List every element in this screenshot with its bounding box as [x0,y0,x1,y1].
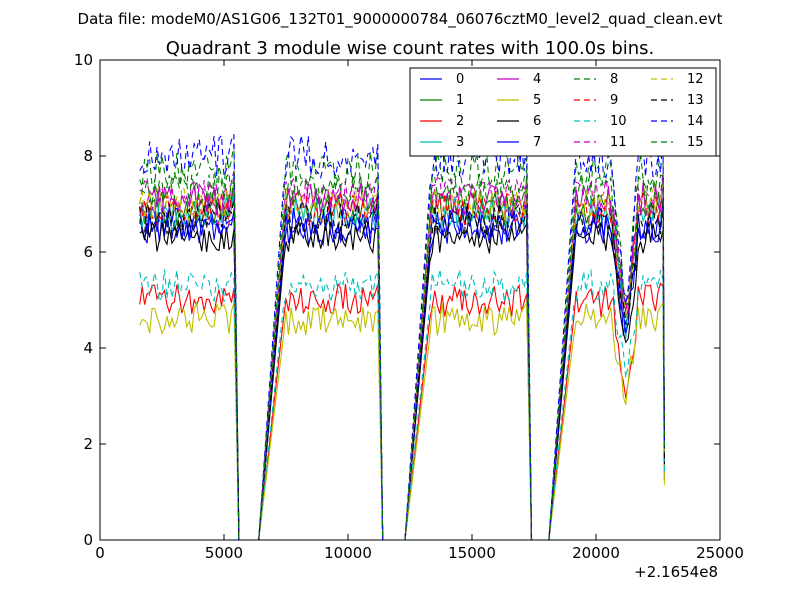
y-tick-label: 4 [83,339,93,357]
series-line-11 [139,171,665,540]
series-line-6 [139,220,665,540]
data-file-title: Data file: modeM0/AS1G06_132T01_90000007… [78,10,723,29]
series-line-5 [139,300,665,540]
legend-label-3: 3 [456,135,464,150]
y-tick-label: 0 [83,531,93,549]
x-tick-label: 15000 [448,544,496,562]
legend-label-2: 2 [456,114,464,129]
y-tick-label: 10 [74,51,93,69]
legend-label-12: 12 [687,72,704,87]
series-line-15 [139,169,665,540]
x-tick-label: 10000 [324,544,372,562]
legend-label-10: 10 [610,114,627,129]
legend-label-9: 9 [610,93,618,108]
series-line-4 [139,174,665,540]
legend-label-8: 8 [610,72,618,87]
y-tick-label: 8 [83,147,93,165]
legend-label-13: 13 [687,93,704,108]
x-tick-label: 0 [95,544,105,562]
y-tick-label: 6 [83,243,93,261]
legend-label-15: 15 [687,135,704,150]
x-tick-label: 5000 [205,544,243,562]
series-line-9 [139,189,665,540]
x-tick-label: 20000 [572,544,620,562]
legend-label-11: 11 [610,135,627,150]
legend-label-5: 5 [533,93,541,108]
series-line-2 [139,282,665,540]
legend-label-0: 0 [456,72,464,87]
x-axis-offset-label: +2.1654e8 [634,563,718,581]
y-tick-label: 2 [83,435,93,453]
legend-label-1: 1 [456,93,464,108]
x-tick-label: 25000 [696,544,744,562]
legend-label-14: 14 [687,114,704,129]
plot-frame [99,59,721,541]
series-layer [139,133,665,540]
legend-label-4: 4 [533,72,541,87]
series-line-14 [139,133,665,540]
legend-label-6: 6 [533,114,541,129]
legend-box [409,67,717,157]
series-line-13 [139,195,665,540]
legend-label-7: 7 [533,135,541,150]
chart-title: Quadrant 3 module wise count rates with … [166,38,655,59]
